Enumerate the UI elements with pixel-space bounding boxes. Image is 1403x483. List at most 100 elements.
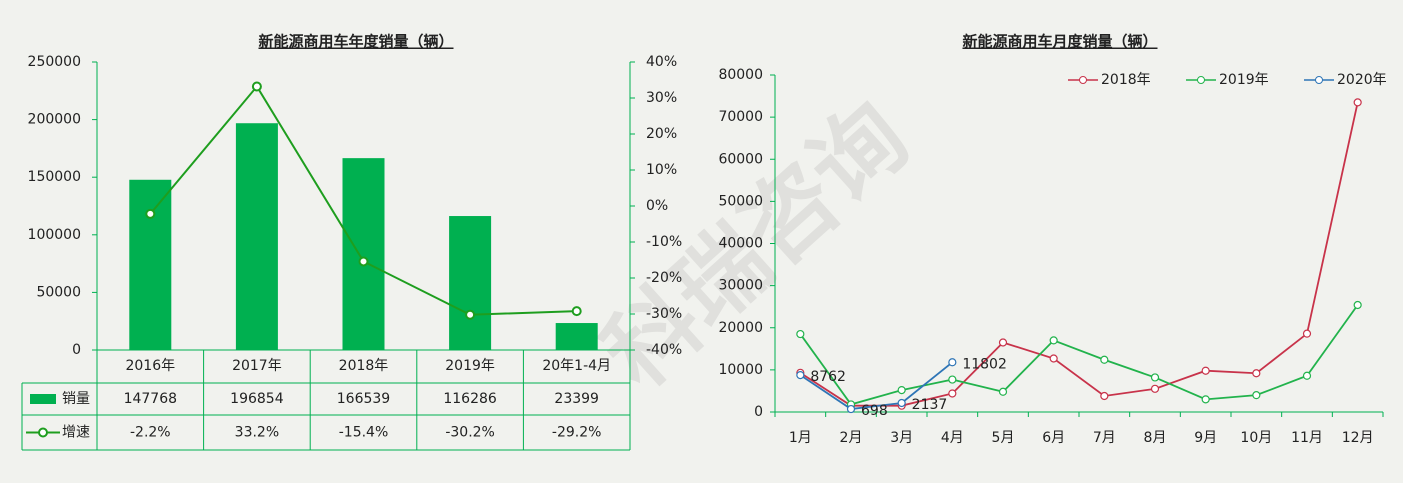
marker — [251, 81, 262, 92]
marker — [846, 404, 856, 414]
legend-label: 增速 — [62, 425, 90, 441]
legend-label: 销量 — [62, 391, 90, 407]
x-tick-label: 20年1-4月 — [542, 358, 611, 374]
x-tick-label: 7月 — [1093, 430, 1116, 446]
table-value: -29.2% — [552, 425, 602, 441]
marker — [948, 375, 957, 384]
x-tick-label: 2019年 — [445, 358, 495, 374]
table-value: -30.2% — [445, 425, 495, 441]
y-tick-label: 20000 — [718, 320, 763, 336]
marker — [897, 398, 906, 408]
bar — [235, 123, 278, 351]
y-tick-label: 70000 — [718, 109, 763, 125]
x-tick-label: 5月 — [992, 430, 1015, 446]
table-value: 23399 — [554, 391, 599, 407]
y-tick-label: 60000 — [718, 151, 763, 167]
x-tick-label: 10月 — [1240, 430, 1272, 446]
table-value: -15.4% — [339, 425, 389, 441]
marker — [1353, 98, 1362, 107]
data-label: 11802 — [962, 356, 1007, 372]
y-tick-label: 10000 — [718, 362, 763, 378]
y2-tick-label: 30% — [646, 90, 677, 106]
bar — [342, 158, 385, 350]
marker — [1049, 354, 1058, 363]
y-tick-label: 250000 — [28, 54, 81, 70]
marker — [1049, 336, 1058, 345]
x-tick-label: 2月 — [840, 430, 863, 446]
x-tick-label: 8月 — [1144, 430, 1167, 446]
series-line — [799, 102, 1359, 407]
x-tick-label: 4月 — [941, 430, 964, 446]
x-tick-label: 3月 — [890, 430, 913, 446]
marker — [571, 306, 582, 317]
marker — [998, 338, 1008, 347]
marker — [1201, 395, 1210, 404]
x-tick-label: 2017年 — [232, 358, 282, 374]
y2-tick-label: -20% — [646, 270, 682, 286]
y-tick-label: 100000 — [28, 227, 81, 243]
y2-tick-label: 0% — [646, 198, 668, 214]
y-tick-label: 0 — [754, 404, 763, 420]
x-tick-label: 9月 — [1194, 430, 1217, 446]
y-tick-label: 30000 — [718, 278, 763, 294]
y2-tick-label: -30% — [646, 306, 682, 322]
marker — [358, 256, 369, 267]
legend-marker — [1315, 76, 1323, 84]
marker — [145, 208, 156, 219]
marker — [1150, 373, 1160, 382]
data-label: 8762 — [810, 369, 846, 385]
y2-tick-label: -10% — [646, 234, 682, 250]
marker — [1150, 384, 1160, 393]
chart-title: 新能源商用车月度销量（辆） — [962, 33, 1157, 51]
y-tick-label: 150000 — [28, 169, 81, 185]
legend-label: 2018年 — [1101, 72, 1151, 88]
bar — [555, 323, 598, 350]
marker — [1252, 391, 1261, 400]
table-value: 196854 — [230, 391, 284, 407]
data-label: 2137 — [912, 397, 948, 413]
legend-label: 2019年 — [1219, 72, 1269, 88]
y2-tick-label: 10% — [646, 162, 677, 178]
marker — [998, 387, 1008, 396]
series-line — [799, 361, 953, 410]
marker — [1302, 371, 1312, 380]
marker — [1252, 369, 1261, 378]
bar — [449, 216, 492, 350]
series-line — [799, 304, 1359, 406]
y2-tick-label: 20% — [646, 126, 677, 142]
marker — [1302, 329, 1312, 338]
y-tick-label: 40000 — [718, 236, 763, 252]
marker — [465, 309, 476, 320]
bar — [129, 179, 172, 350]
data-label: 698 — [861, 403, 888, 419]
x-tick-label: 2016年 — [125, 358, 175, 374]
x-tick-label: 11月 — [1291, 430, 1323, 446]
marker — [796, 370, 805, 380]
marker — [948, 358, 957, 367]
marker — [948, 389, 957, 398]
y-tick-label: 0 — [72, 342, 81, 358]
legend-swatch — [30, 394, 56, 404]
legend-label: 2020年 — [1337, 72, 1387, 88]
table-value: 116286 — [443, 391, 497, 407]
legend-marker — [1197, 76, 1205, 84]
y-tick-label: 80000 — [718, 67, 763, 83]
marker — [1353, 300, 1362, 310]
x-tick-label: 6月 — [1042, 430, 1065, 446]
x-tick-label: 1月 — [789, 430, 812, 446]
y-tick-label: 50000 — [36, 284, 81, 300]
legend-marker — [38, 427, 48, 438]
marker — [796, 329, 805, 339]
x-tick-label: 12月 — [1342, 430, 1374, 446]
y-tick-label: 50000 — [718, 193, 763, 209]
table-value: 166539 — [337, 391, 390, 407]
table-value: 33.2% — [235, 425, 279, 441]
marker — [897, 385, 906, 395]
y2-tick-label: -40% — [646, 342, 682, 358]
x-tick-label: 2018年 — [339, 358, 389, 374]
marker — [1100, 355, 1109, 364]
marker — [1100, 391, 1109, 401]
table-value: -2.2% — [130, 425, 171, 441]
marker — [1201, 366, 1210, 375]
